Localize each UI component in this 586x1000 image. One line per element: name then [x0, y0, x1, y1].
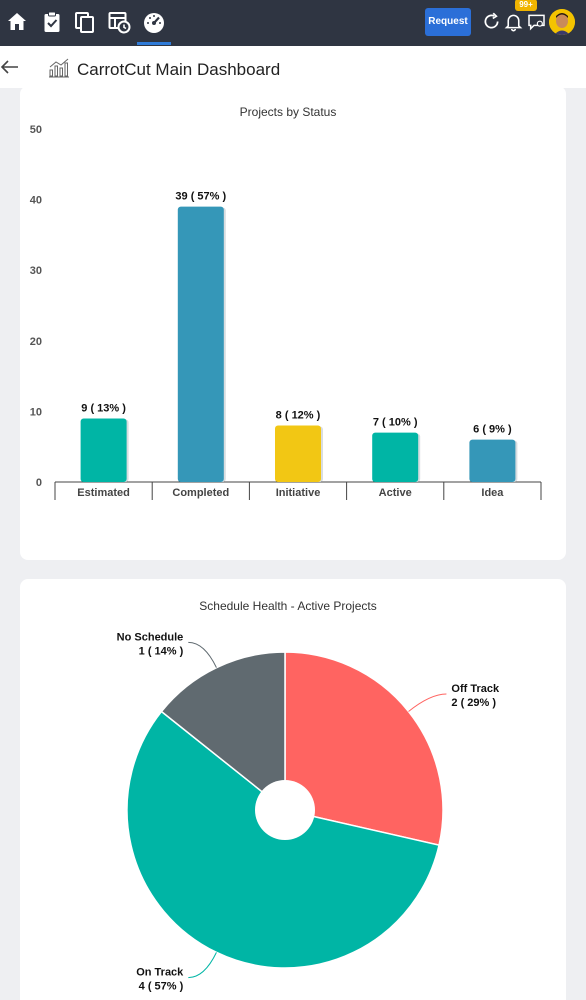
- active-tab-indicator: [137, 42, 171, 45]
- x-category-label: Estimated: [77, 487, 130, 499]
- pie-slice-name: On Track: [136, 967, 184, 979]
- dashboard-chart-icon: [49, 58, 69, 78]
- bar: [469, 439, 516, 482]
- y-tick-label: 30: [30, 265, 42, 277]
- top-nav-bar: Request 99+: [0, 0, 586, 46]
- pie-slice-name: No Schedule: [117, 631, 184, 643]
- y-tick-label: 40: [30, 195, 42, 207]
- x-category-label: Initiative: [276, 487, 321, 499]
- page-header: CarrotCut Main Dashboard: [0, 46, 586, 88]
- table-clock-icon[interactable]: [107, 10, 131, 34]
- pie-slice-name: Off Track: [451, 683, 500, 695]
- chart-title: Schedule Health - Active Projects: [199, 599, 376, 613]
- y-tick-label: 0: [36, 477, 42, 489]
- x-category-label: Active: [379, 487, 412, 499]
- schedule-health-chart: Schedule Health - Active Projects Off Tr…: [117, 599, 500, 993]
- notification-badge: 99+: [515, 0, 537, 11]
- bar: [275, 425, 321, 482]
- pie-slice-value: 2 ( 29% ): [451, 697, 496, 709]
- pie-slice: [160, 651, 286, 812]
- speedometer-icon[interactable]: [142, 10, 166, 34]
- chart-title: Projects by Status: [240, 105, 337, 119]
- x-category-label: Idea: [481, 487, 504, 499]
- bar-data-label: 8 ( 12% ): [276, 410, 321, 422]
- schedule-health-card: Schedule Health - Active Projects Off Tr…: [20, 579, 566, 1000]
- x-category-label: Completed: [172, 487, 229, 499]
- bar: [177, 206, 224, 482]
- pie-slice-value: 4 ( 57% ): [139, 981, 184, 993]
- projects-by-status-card: Projects by Status 0 10 20 30 40 50 9 ( 13% ) E…: [20, 86, 566, 560]
- request-button[interactable]: Request: [425, 8, 471, 36]
- bar: [80, 418, 127, 482]
- bar-data-label: 7 ( 10% ): [373, 417, 418, 429]
- user-avatar-icon: [549, 9, 575, 35]
- y-tick-label: 20: [30, 336, 42, 348]
- clipboard-check-icon[interactable]: [40, 10, 64, 34]
- pie-label-connector: [188, 641, 217, 668]
- chat-icon[interactable]: [526, 12, 547, 32]
- bar-data-label: 39 ( 57% ): [175, 191, 226, 203]
- back-arrow-icon[interactable]: [0, 56, 22, 78]
- bell-icon[interactable]: [503, 11, 524, 32]
- home-icon[interactable]: [5, 10, 29, 34]
- pie-slice-value: 1 ( 14% ): [139, 645, 184, 657]
- pie-label-connector: [188, 952, 217, 979]
- projects-by-status-chart: Projects by Status 0 10 20 30 40 50 9 ( 13% ) E…: [30, 105, 542, 500]
- page-title: CarrotCut Main Dashboard: [77, 60, 281, 79]
- pie-label-connector: [408, 693, 447, 712]
- donut-hole: [255, 780, 315, 840]
- y-tick-label: 50: [30, 124, 42, 136]
- refresh-icon[interactable]: [481, 11, 502, 32]
- bar-data-label: 9 ( 13% ): [81, 402, 126, 414]
- bar: [372, 432, 419, 482]
- avatar[interactable]: [549, 9, 575, 35]
- bar-data-label: 6 ( 9% ): [473, 424, 512, 436]
- y-tick-label: 10: [30, 406, 42, 418]
- copy-icon[interactable]: [73, 10, 97, 34]
